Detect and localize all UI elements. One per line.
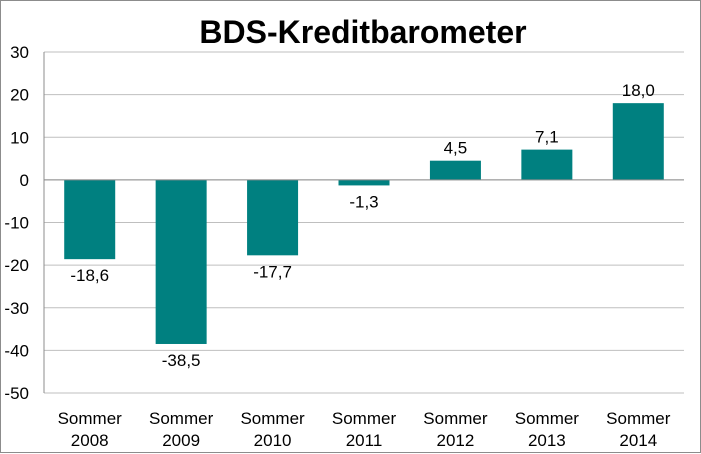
x-category-label-line1: Sommer: [332, 409, 397, 428]
y-tick-label: -20: [4, 256, 29, 275]
x-category-label-line2: 2012: [437, 431, 475, 450]
y-axis-ticks: 30 20 10 0 -10 -20 -30 -40 -50: [4, 43, 29, 403]
bar: [64, 179, 116, 260]
x-category-label-line2: 2013: [528, 431, 566, 450]
data-label: 4,5: [444, 139, 468, 158]
bar: [247, 179, 299, 256]
y-tick-label: 30: [10, 43, 29, 62]
bar: [429, 160, 481, 180]
x-category-label-line2: 2010: [254, 431, 292, 450]
bar: [155, 179, 207, 344]
x-category-label-line1: Sommer: [58, 409, 123, 428]
x-category-label-line1: Sommer: [240, 409, 305, 428]
y-tick-label: 20: [10, 86, 29, 105]
x-category-label-line1: Sommer: [515, 409, 580, 428]
x-category-label-line2: 2008: [71, 431, 109, 450]
gridlines: [43, 51, 684, 394]
data-label: 18,0: [622, 81, 655, 100]
data-label: -38,5: [162, 351, 201, 370]
bar: [612, 103, 664, 180]
bar: [521, 149, 573, 180]
x-category-label-line2: 2014: [619, 431, 657, 450]
chart-title: BDS-Kreditbarometer: [199, 14, 526, 50]
y-tick-label: -40: [4, 341, 29, 360]
x-category-label-line2: 2011: [346, 431, 383, 450]
y-tick-label: -30: [4, 299, 29, 318]
data-label: -1,3: [349, 192, 378, 211]
data-label: 7,1: [535, 128, 559, 147]
x-category-label-line1: Sommer: [149, 409, 214, 428]
x-category-label-line2: 2009: [162, 431, 200, 450]
bar: [338, 179, 390, 186]
data-labels: -18,6 -38,5 -17,7 -1,3 4,5 7,1 18,0: [70, 81, 654, 370]
x-category-label-line1: Sommer: [606, 409, 671, 428]
data-label: -17,7: [253, 262, 292, 281]
y-tick-label: -10: [4, 214, 29, 233]
bars: [44, 103, 684, 344]
x-axis-categories: Sommer 2008 Sommer 2009 Sommer 2010 Sommer 2011…: [58, 409, 671, 450]
data-label: -18,6: [70, 266, 109, 285]
y-tick-label: 0: [20, 171, 29, 190]
x-category-label-line1: Sommer: [423, 409, 488, 428]
y-tick-label: -50: [4, 384, 29, 403]
y-tick-label: 10: [10, 128, 29, 147]
